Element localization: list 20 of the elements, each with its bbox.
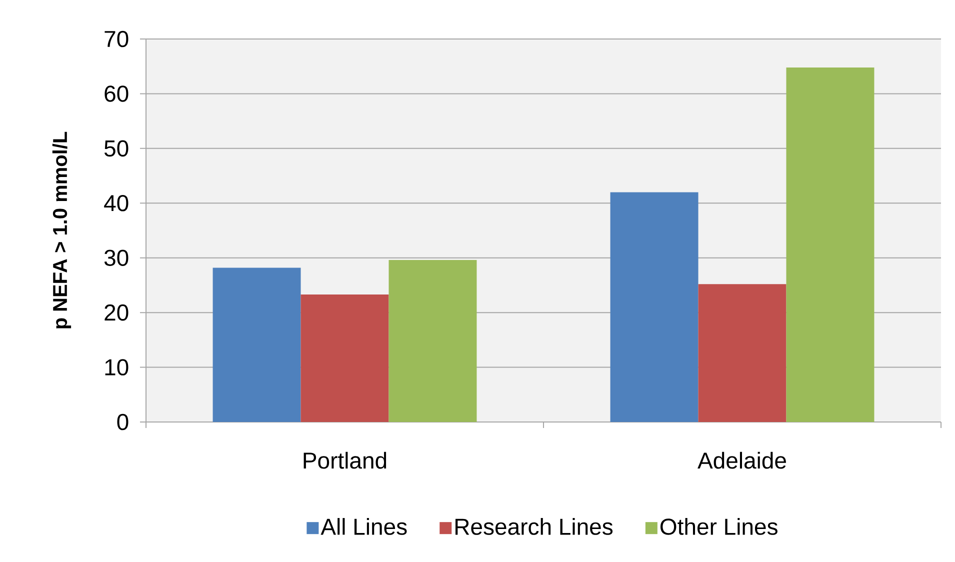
x-tick-label: Adelaide (698, 452, 786, 469)
bar (786, 67, 874, 422)
legend-label: Other Lines (660, 518, 778, 535)
y-tick-label: 30 (104, 250, 128, 266)
y-tick-label: 40 (104, 195, 128, 212)
y-tick-label: 50 (104, 140, 128, 157)
bar (610, 192, 698, 422)
bar (300, 294, 389, 422)
y-tick-label: 60 (104, 86, 128, 102)
y-tick-label: 70 (104, 30, 128, 48)
bar (388, 260, 477, 422)
y-tick-label: 10 (105, 359, 128, 376)
x-tick-label: Portland (304, 452, 386, 469)
legend-label: All Lines (320, 518, 407, 535)
legend-label: Research Lines (456, 518, 613, 535)
y-tick-label: 20 (104, 304, 128, 321)
bar (212, 268, 301, 422)
y-tick-label: 0 (117, 414, 128, 430)
y-axis-title: p NEFA > 1.0 mmol/L (52, 132, 72, 328)
bar (698, 284, 786, 422)
